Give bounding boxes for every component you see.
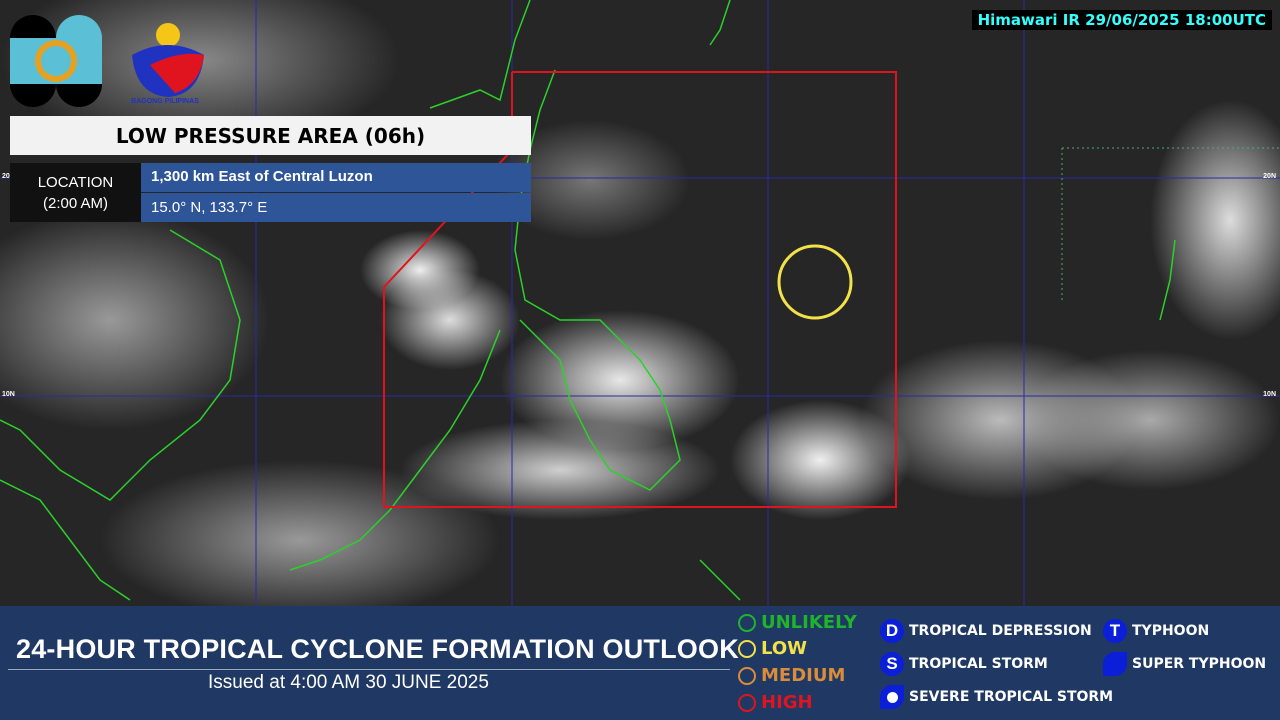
- lpa-circle: [777, 244, 853, 320]
- super-typhoon-icon: [1103, 652, 1127, 676]
- logos: BAGONG PILIPINAS: [10, 15, 210, 107]
- likelihood-unlikely: UNLIKELY: [738, 612, 857, 633]
- ty-icon: T: [1103, 619, 1127, 643]
- likelihood-low: LOW: [738, 638, 807, 659]
- category-label: TROPICAL DEPRESSION: [909, 623, 1092, 639]
- satellite-map: 20N 20N 10N 10N: [0, 0, 1280, 606]
- lat-label-10n-left: 10N: [2, 391, 15, 398]
- lat-label-20n-right: 20N: [1263, 173, 1276, 180]
- location-label: LOCATION (2:00 AM): [10, 163, 141, 222]
- location-label-text: LOCATION: [37, 174, 114, 191]
- sts-eye: [886, 691, 898, 703]
- category-sty: SUPER TYPHOON: [1103, 652, 1266, 676]
- likelihood-high: HIGH: [738, 692, 813, 713]
- category-sts: SEVERE TROPICAL STORM: [880, 685, 1113, 709]
- category-td: D TROPICAL DEPRESSION: [880, 619, 1092, 643]
- category-label: TROPICAL STORM: [909, 656, 1048, 672]
- system-title: LOW PRESSURE AREA (06h): [10, 116, 531, 155]
- svg-text:BAGONG PILIPINAS: BAGONG PILIPINAS: [131, 98, 199, 105]
- lat-label-10n-right: 10N: [1263, 391, 1276, 398]
- location-description: 1,300 km East of Central Luzon: [141, 163, 531, 192]
- pagasa-logo: [10, 15, 102, 107]
- likelihood-label: HIGH: [761, 692, 813, 713]
- category-ts: S TROPICAL STORM: [880, 652, 1048, 676]
- bagong-pilipinas-logo: BAGONG PILIPINAS: [131, 23, 204, 105]
- outlook-title: 24-HOUR TROPICAL CYCLONE FORMATION OUTLO…: [16, 634, 739, 664]
- category-label: TYPHOON: [1132, 623, 1210, 639]
- category-label: SEVERE TROPICAL STORM: [909, 689, 1114, 705]
- category-ty: T TYPHOON: [1103, 619, 1209, 643]
- location-coordinates: 15.0° N, 133.7° E: [141, 193, 531, 222]
- likelihood-medium: MEDIUM: [738, 665, 845, 686]
- circle-icon: [738, 693, 756, 712]
- likelihood-label: UNLIKELY: [761, 612, 857, 633]
- footer-legend: 24-HOUR TROPICAL CYCLONE FORMATION OUTLO…: [0, 606, 1280, 720]
- sts-icon: [880, 685, 904, 709]
- likelihood-label: MEDIUM: [761, 665, 846, 686]
- likelihood-label: LOW: [761, 638, 807, 659]
- td-icon: D: [880, 619, 904, 643]
- location-time: (2:00 AM): [42, 195, 109, 212]
- category-label: SUPER TYPHOON: [1132, 656, 1267, 672]
- satellite-timestamp: Himawari IR 29/06/2025 18:00UTC: [971, 10, 1272, 30]
- circle-icon: [738, 613, 756, 632]
- circle-icon: [738, 639, 756, 658]
- circle-icon: [738, 666, 756, 685]
- issued-time: Issued at 4:00 AM 30 JUNE 2025: [208, 672, 489, 693]
- ts-icon: S: [880, 652, 904, 676]
- lat-label-20n-left: 20N: [2, 173, 15, 180]
- title-underline: [8, 669, 730, 670]
